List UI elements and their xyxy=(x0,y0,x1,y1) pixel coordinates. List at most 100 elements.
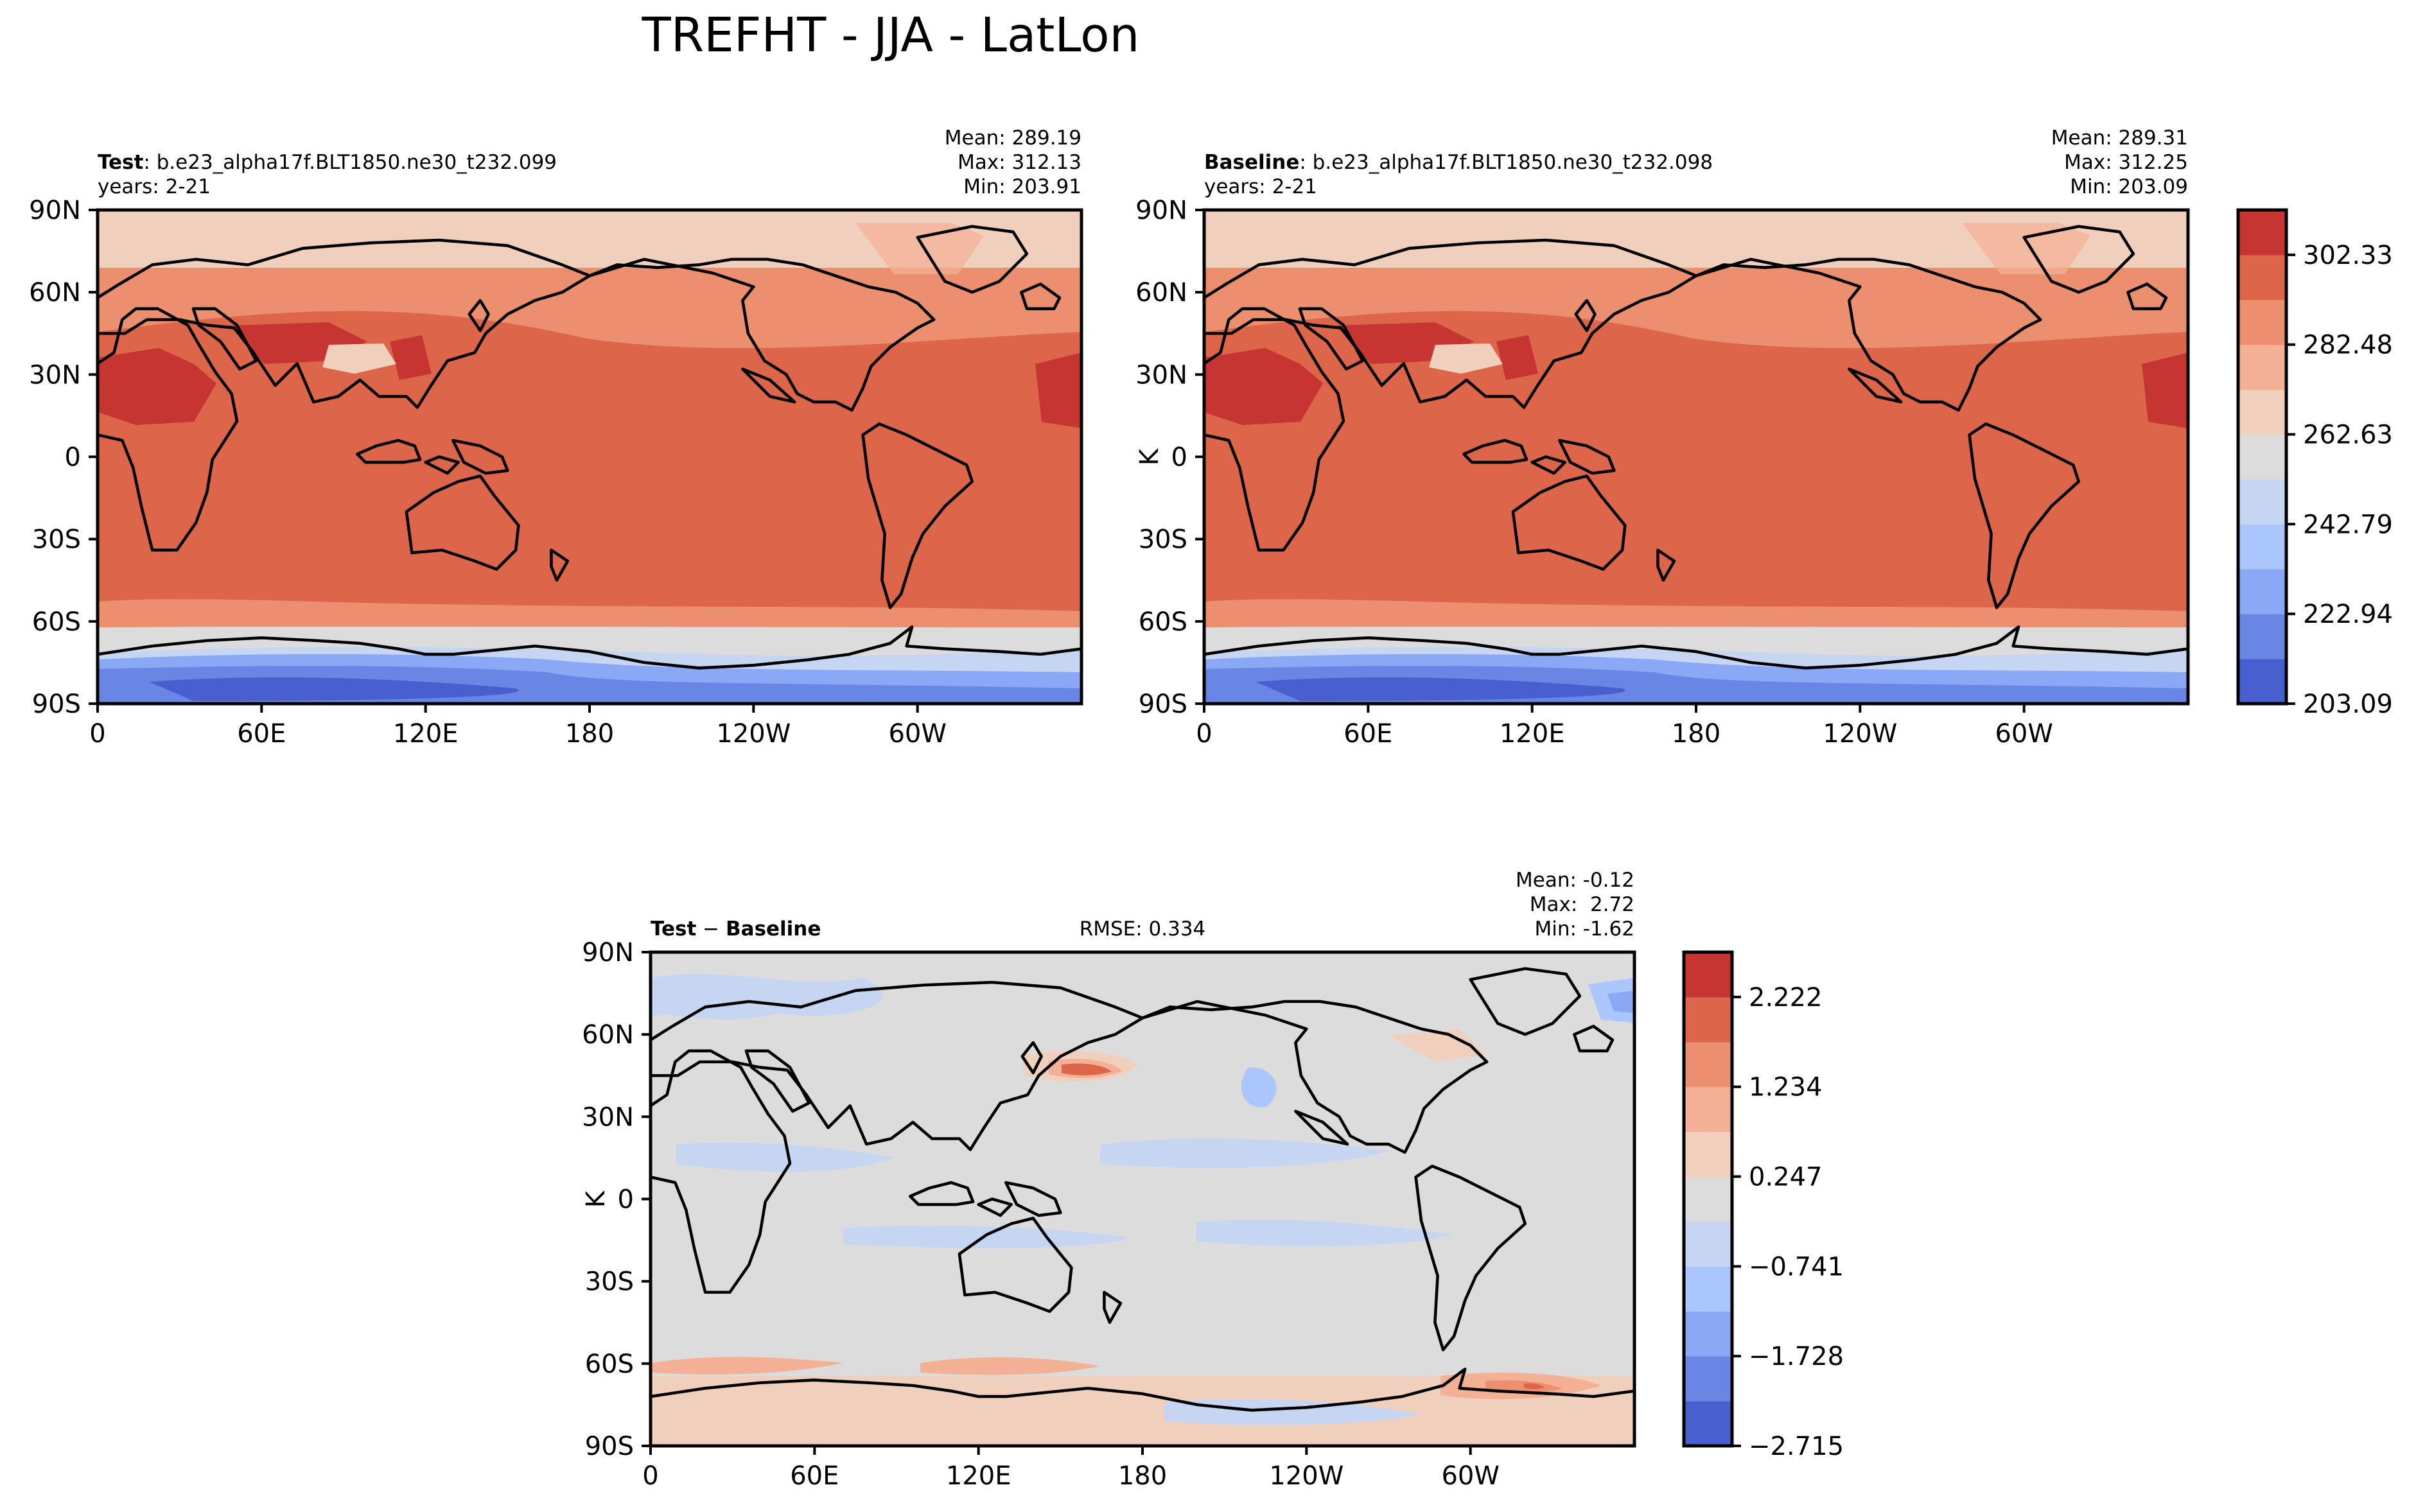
y-tick-label: 90N xyxy=(29,196,81,225)
y-tick-label: 60S xyxy=(1139,607,1187,637)
test-title-rest: : b.e23_alpha17f.BLT1850.ne30_t232.099 xyxy=(143,151,557,174)
colorbar-swatch xyxy=(1684,1401,1732,1447)
x-tick-label: 60W xyxy=(888,719,946,749)
colorbar-frame xyxy=(2236,208,2288,706)
colorbar-tick-label: 1.234 xyxy=(1749,1073,1823,1102)
y-tick-label: 0 xyxy=(618,1185,634,1215)
colorbar-swatch xyxy=(2238,479,2286,525)
test-x-axis: 0 60E 120E 180 120W 60W xyxy=(89,704,947,749)
colorbar-swatch xyxy=(1684,1131,1732,1177)
baseline-title: Baseline: b.e23_alpha17f.BLT1850.ne30_t2… xyxy=(1204,151,1713,174)
colorbar-swatch xyxy=(2238,389,2286,435)
x-tick-label: 0 xyxy=(89,719,105,749)
y-tick-label: 60S xyxy=(32,607,81,637)
y-tick-label: 90S xyxy=(32,690,81,719)
colorbar-tick-label: 0.247 xyxy=(1749,1163,1823,1192)
y-tick-label: 0 xyxy=(65,443,81,473)
y-tick-label: 30S xyxy=(1139,525,1187,555)
diff-title-bold-test: Test xyxy=(651,917,697,941)
baseline-y-axis: 90N 60N 30N 0 30S 60S 90S xyxy=(1135,196,1204,719)
colorbar-swatch xyxy=(1684,1086,1732,1133)
colorbar-swatch xyxy=(2238,569,2286,614)
x-tick-label: 120W xyxy=(1823,719,1897,749)
diff-map-field xyxy=(651,952,1634,1446)
diff-colorbar: 2.222 1.234 0.247 −0.741 −1.728 −2.715 xyxy=(1682,950,1844,1461)
difference-panel: Test − Baseline RMSE: 0.334 Mean: -0.12 … xyxy=(581,869,1636,1491)
colorbar-swatch xyxy=(1684,1266,1732,1312)
x-tick-label: 60E xyxy=(790,1461,839,1491)
test-stat-min: Min: 203.91 xyxy=(963,175,1081,198)
y-tick-label: 60N xyxy=(29,278,81,308)
colorbar-swatch xyxy=(2238,434,2286,480)
colorbar-swatch xyxy=(1684,996,1732,1043)
test-panel: Test: b.e23_alpha17f.BLT1850.ne30_t232.0… xyxy=(29,126,1083,749)
x-tick-label: 120E xyxy=(1500,719,1565,749)
x-tick-label: 60E xyxy=(237,719,286,749)
test-stat-mean: Mean: 289.19 xyxy=(945,126,1081,150)
y-tick-label: 60N xyxy=(1135,278,1187,308)
x-tick-label: 120E xyxy=(393,719,459,749)
colorbar-swatch xyxy=(2238,524,2286,569)
baseline-stat-min: Min: 203.09 xyxy=(2070,175,2188,198)
diff-rmse: RMSE: 0.334 xyxy=(1080,917,1206,941)
y-tick-label: 30N xyxy=(29,360,81,390)
colorbar-swatch xyxy=(2238,210,2286,256)
y-tick-label: 90S xyxy=(1139,690,1187,719)
baseline-ylabel: K xyxy=(1135,448,1164,465)
test-y-axis: 90N 60N 30N 0 30S 60S 90S xyxy=(29,196,98,719)
colorbar-tick-label: 203.09 xyxy=(2303,690,2393,719)
colorbar-swatch xyxy=(2238,344,2286,390)
colorbar-swatch xyxy=(1684,1041,1732,1088)
test-map-field xyxy=(98,210,1081,704)
colorbar-swatch xyxy=(2238,659,2286,704)
colorbar-tick-label: 262.63 xyxy=(2303,421,2393,450)
baseline-years: years: 2-21 xyxy=(1204,175,1317,198)
test-years: years: 2-21 xyxy=(98,175,211,198)
baseline-stat-mean: Mean: 289.31 xyxy=(2051,126,2188,150)
diff-y-axis: 90N 60N 30N 0 30S 60S 90S xyxy=(582,938,651,1461)
diff-title: Test − Baseline xyxy=(651,917,821,941)
colorbar-tick-label: 222.94 xyxy=(2303,600,2393,629)
diff-stat-max: Max: 2.72 xyxy=(1530,893,1634,916)
diff-stat-min: Min: -1.62 xyxy=(1534,917,1634,941)
y-tick-label: 60S xyxy=(585,1350,634,1379)
x-tick-label: 60W xyxy=(1441,1461,1499,1491)
y-tick-label: 30N xyxy=(582,1102,634,1132)
baseline-x-axis: 0 60E 120E 180 120W 60W xyxy=(1196,704,2053,749)
baseline-title-bold: Baseline xyxy=(1204,151,1299,174)
x-tick-label: 60W xyxy=(1995,719,2053,749)
x-tick-label: 0 xyxy=(642,1461,658,1491)
figure-title: TREFHT - JJA - LatLon xyxy=(642,8,1140,63)
test-title-bold: Test xyxy=(98,151,144,174)
y-tick-label: 90S xyxy=(585,1432,634,1461)
colorbar-tick-label: −0.741 xyxy=(1749,1252,1844,1282)
test-title: Test: b.e23_alpha17f.BLT1850.ne30_t232.0… xyxy=(98,151,557,174)
colorbar-swatch xyxy=(1684,1311,1732,1357)
y-tick-label: 30N xyxy=(1135,360,1187,390)
colorbar-swatch xyxy=(1684,952,1732,998)
colorbar-tick-label: −1.728 xyxy=(1749,1342,1844,1371)
colorbar-swatch xyxy=(2238,614,2286,659)
y-tick-label: 90N xyxy=(582,938,634,968)
x-tick-label: 0 xyxy=(1196,719,1212,749)
y-tick-label: 30S xyxy=(32,525,81,555)
y-tick-label: 30S xyxy=(585,1267,634,1297)
baseline-panel: Baseline: b.e23_alpha17f.BLT1850.ne30_t2… xyxy=(1135,126,2190,749)
colorbar-tick-label: 282.48 xyxy=(2303,331,2393,360)
colorbar-swatch xyxy=(1684,1356,1732,1402)
diff-title-minus: − xyxy=(696,917,726,941)
colorbar-swatch xyxy=(1684,1221,1732,1267)
x-tick-label: 180 xyxy=(1672,719,1720,749)
baseline-title-rest: : b.e23_alpha17f.BLT1850.ne30_t232.098 xyxy=(1299,151,1713,174)
y-tick-label: 60N xyxy=(582,1020,634,1050)
x-tick-label: 120W xyxy=(716,719,791,749)
colorbar-swatch xyxy=(1684,1176,1732,1222)
baseline-map-field xyxy=(1204,210,2188,704)
colorbar-tick-label: 302.33 xyxy=(2303,241,2393,270)
colorbar-swatch xyxy=(2238,254,2286,300)
colorbar-tick-label: −2.715 xyxy=(1749,1432,1844,1461)
colorbar-tick-label: 2.222 xyxy=(1749,983,1823,1012)
colorbar-frame xyxy=(1682,950,1734,1448)
colorbar-tick-label: 242.79 xyxy=(2303,510,2393,539)
